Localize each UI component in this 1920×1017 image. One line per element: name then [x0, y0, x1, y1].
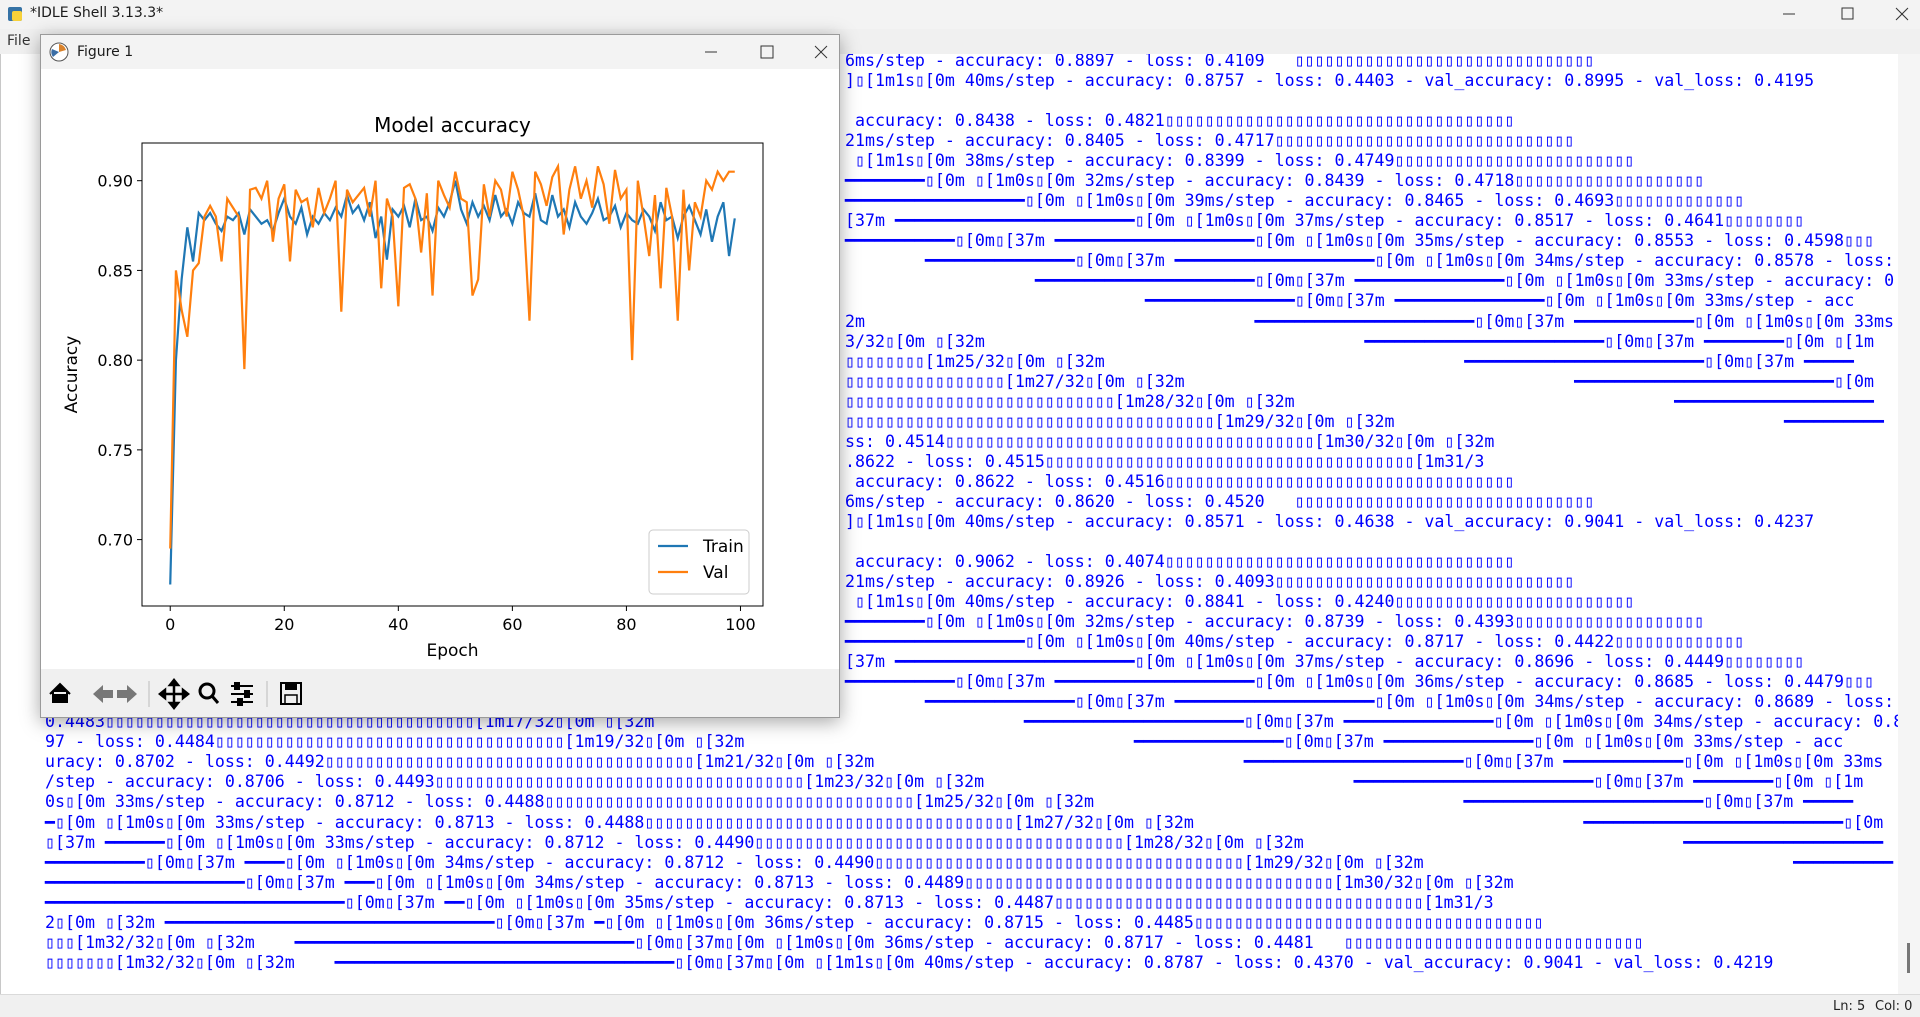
restore-button[interactable] — [1841, 7, 1854, 20]
pan-button[interactable] — [157, 677, 191, 711]
shell-line: ━━━━━━━━━━▯[0m▯[37m ━━━━▯[0m ▯[1m0s▯[0m … — [45, 852, 1894, 872]
x-tick-label: 100 — [725, 615, 756, 634]
shell-line: accuracy: 0.8622 - loss: 0.4516▯▯▯▯▯▯▯▯▯… — [845, 471, 1515, 491]
toolbar-icons — [49, 677, 302, 711]
shell-line: 3/32▯[0m ▯[32m ━━━━━━━━━━━━━━━━━━━━━━━━▯… — [845, 331, 1874, 351]
shell-line: 2m ━━━━━━━━━━━━━━━━━━━━━━▯[0m▯[37m ━━━━━… — [845, 311, 1894, 331]
save-button[interactable] — [280, 682, 302, 705]
scrollbar — [1898, 54, 1920, 994]
x-tick-label: 20 — [274, 615, 294, 634]
shell-line: ━━━━━━━━━━━▯[0m▯[37m ━━━━━━━━━━━━━━━━━━━… — [845, 231, 1874, 251]
status-col: Col: 0 — [1875, 999, 1913, 1014]
status-bar: Ln: 5 Col: 0 — [0, 994, 1920, 1017]
shell-line: ━━━━━━━━━━━▯[0m▯[37m ━━━━━━━━━━━━━━━━━━━… — [845, 672, 1874, 692]
close-button[interactable] — [814, 45, 828, 59]
x-tick-label: 80 — [616, 615, 636, 634]
shell-line: 2▯[0m ▯[32m ━━━━━━━━━━━━━━━━━━━━━━━━━━━━… — [45, 912, 1544, 932]
x-tick-label: 60 — [502, 615, 522, 634]
back-button[interactable] — [93, 685, 113, 703]
home-button[interactable] — [49, 682, 71, 703]
shell-line: ▯[1m1s▯[0m 38ms/step - accuracy: 0.8399 … — [845, 151, 1635, 171]
close-button[interactable] — [1895, 7, 1909, 21]
shell-line: ━━━━━━━━━━━━━━━━━━━━▯[0m▯[37m ━━━▯[0m ▯[… — [45, 872, 1514, 892]
shell-line: ▯[1m1s▯[0m 40ms/step - accuracy: 0.8841 … — [845, 592, 1635, 612]
legend-label: Val — [703, 563, 728, 583]
window-controls — [1783, 7, 1909, 21]
status-line: Ln: 5 — [1833, 999, 1866, 1014]
figure-icon — [49, 42, 69, 62]
shell-line: 0s▯[0m 33ms/step - accuracy: 0.8712 - lo… — [45, 792, 1854, 812]
shell-line: ▯▯▯▯▯▯▯[1m32/32▯[0m ▯[32m ━━━━━━━━━━━━━━… — [45, 952, 1774, 972]
y-tick-label: 0.70 — [97, 531, 133, 550]
figure-window: Figure 1 Model accuracy Epoch Accuracy 0 20 4… — [40, 34, 840, 718]
x-tick-label: 0 — [165, 615, 175, 634]
chart: Model accuracy Epoch Accuracy 0 20 40 60 80 100 0… — [41, 69, 839, 669]
y-tick-label: 0.90 — [97, 172, 133, 191]
shell-line: ▯▯▯▯▯▯▯▯▯▯▯▯▯▯▯▯▯▯▯▯▯▯▯▯▯▯▯▯▯▯▯▯▯▯▯▯▯[1m… — [845, 411, 1884, 431]
y-axis-label: Accuracy — [62, 336, 82, 414]
y-tick-label: 0.80 — [97, 351, 133, 370]
zoom-button[interactable] — [198, 682, 220, 704]
shell-line: ▯▯▯▯▯▯▯▯▯▯▯▯▯▯▯▯[1m27/32▯[0m ▯[32m ━━━━━… — [845, 371, 1874, 391]
shell-line: ━━━━━━━━▯[0m ▯[1m0s▯[0m 32ms/step - accu… — [845, 612, 1705, 632]
shell-line: ▯▯▯▯▯▯▯▯[1m25/32▯[0m ▯[32m ━━━━━━━━━━━━━… — [845, 351, 1855, 371]
y-tick-label: 0.85 — [97, 261, 133, 280]
figure-toolbar — [41, 669, 839, 717]
shell-line: ━━━━━━━━▯[0m ▯[1m0s▯[0m 32ms/step - accu… — [845, 171, 1705, 191]
window-title: *IDLE Shell 3.13.3* — [30, 5, 164, 21]
axes-frame — [141, 142, 764, 607]
shell-line: .8622 - loss: 0.4515▯▯▯▯▯▯▯▯▯▯▯▯▯▯▯▯▯▯▯▯… — [845, 451, 1485, 471]
shell-line: 6ms/step - accuracy: 0.8620 - loss: 0.45… — [845, 491, 1595, 511]
scroll-thumb[interactable] — [1907, 943, 1910, 973]
x-tick-label: 40 — [388, 615, 408, 634]
shell-line: ▯[37m ━━━━━━▯[0m ▯[1m0s▯[0m 33ms/step - … — [45, 832, 1884, 852]
figure-controls — [705, 45, 828, 59]
shell-line: ▯▯▯[1m32/32▯[0m ▯[32m ━━━━━━━━━━━━━━━━━━… — [45, 932, 1644, 952]
shell-line: uracy: 0.8702 - loss: 0.4492▯▯▯▯▯▯▯▯▯▯▯▯… — [45, 752, 1884, 772]
configure-button[interactable] — [231, 682, 253, 706]
shell-line: ━━━━━━━━━━━━━━━▯[0m▯[37m ━━━━━━━━━━━━━━━… — [925, 692, 1895, 712]
shell-line: ━▯[0m ▯[1m0s▯[0m 33ms/step - accuracy: 0… — [45, 812, 1884, 832]
shell-line: accuracy: 0.9062 - loss: 0.4074▯▯▯▯▯▯▯▯▯… — [845, 552, 1515, 571]
forward-button[interactable] — [117, 685, 137, 703]
series-line — [169, 162, 735, 549]
shell-line: ━━━━━━━━━━━━━━━━━━━━━━━━━━━━━━▯[0m▯[37m … — [45, 892, 1494, 912]
y-tick-label: 0.75 — [97, 441, 133, 460]
legend-label: Train — [702, 537, 744, 557]
shell-line: [37m ━━━━━━━━━━━━━━━━━━━━━━━━▯[0m ▯[1m0s… — [845, 211, 1805, 231]
shell-line: ▯▯▯▯▯▯▯▯▯▯▯▯▯▯▯▯▯▯▯▯▯▯▯▯▯▯▯[1m28/32▯[0m … — [845, 391, 1874, 411]
title-bar: *IDLE Shell 3.13.3* — [0, 0, 1920, 29]
figure-title-bar: Figure 1 — [41, 35, 839, 69]
shell-line: ]▯[1m1s▯[0m 40ms/step - accuracy: 0.8571… — [845, 511, 1815, 531]
shell-line: ━━━━━━━━━━━━━━━━━━▯[0m ▯[1m0s▯[0m 40ms/s… — [845, 632, 1745, 652]
shell-line: /step - accuracy: 0.8706 - loss: 0.4493▯… — [45, 772, 1864, 792]
shell-line: ━━━━━━━━━━━━━━━━━━━━━━▯[0m▯[37m ━━━━━━━━… — [1035, 271, 1898, 291]
shell-line: ss: 0.4514▯▯▯▯▯▯▯▯▯▯▯▯▯▯▯▯▯▯▯▯▯▯▯▯▯▯▯▯▯▯… — [845, 431, 1495, 451]
shell-line: 21ms/step - accuracy: 0.8405 - loss: 0.4… — [845, 131, 1575, 151]
shell-line: ━━━━━━━━━━━━━━━▯[0m▯[37m ━━━━━━━━━━━━━━━… — [925, 251, 1895, 271]
figure-title: Figure 1 — [77, 44, 134, 60]
maximize-button[interactable] — [760, 45, 774, 59]
app-icon — [8, 7, 22, 21]
shell-line: [37m ━━━━━━━━━━━━━━━━━━━━━━━━▯[0m ▯[1m0s… — [845, 652, 1805, 672]
chart-title: Model accuracy — [374, 113, 531, 137]
shell-line: 21ms/step - accuracy: 0.8926 - loss: 0.4… — [845, 572, 1575, 592]
x-axis-label: Epoch — [426, 641, 478, 661]
shell-line: 6ms/step - accuracy: 0.8897 - loss: 0.41… — [845, 54, 1595, 70]
shell-line: ━━━━━━━━━━━━━━━━━━▯[0m ▯[1m0s▯[0m 39ms/s… — [845, 191, 1745, 211]
shell-line: accuracy: 0.8438 - loss: 0.4821▯▯▯▯▯▯▯▯▯… — [845, 111, 1515, 131]
shell-line: ━━━━━━━━━━━━━━━▯[0m▯[37m ━━━━━━━━━━━━━━━… — [1145, 291, 1855, 311]
menu-item[interactable]: File — [7, 33, 31, 49]
shell-line: ]▯[1m1s▯[0m 40ms/step - accuracy: 0.8757… — [845, 71, 1815, 91]
shell-line: 97 - loss: 0.4484▯▯▯▯▯▯▯▯▯▯▯▯▯▯▯▯▯▯▯▯▯▯▯… — [45, 732, 1844, 752]
